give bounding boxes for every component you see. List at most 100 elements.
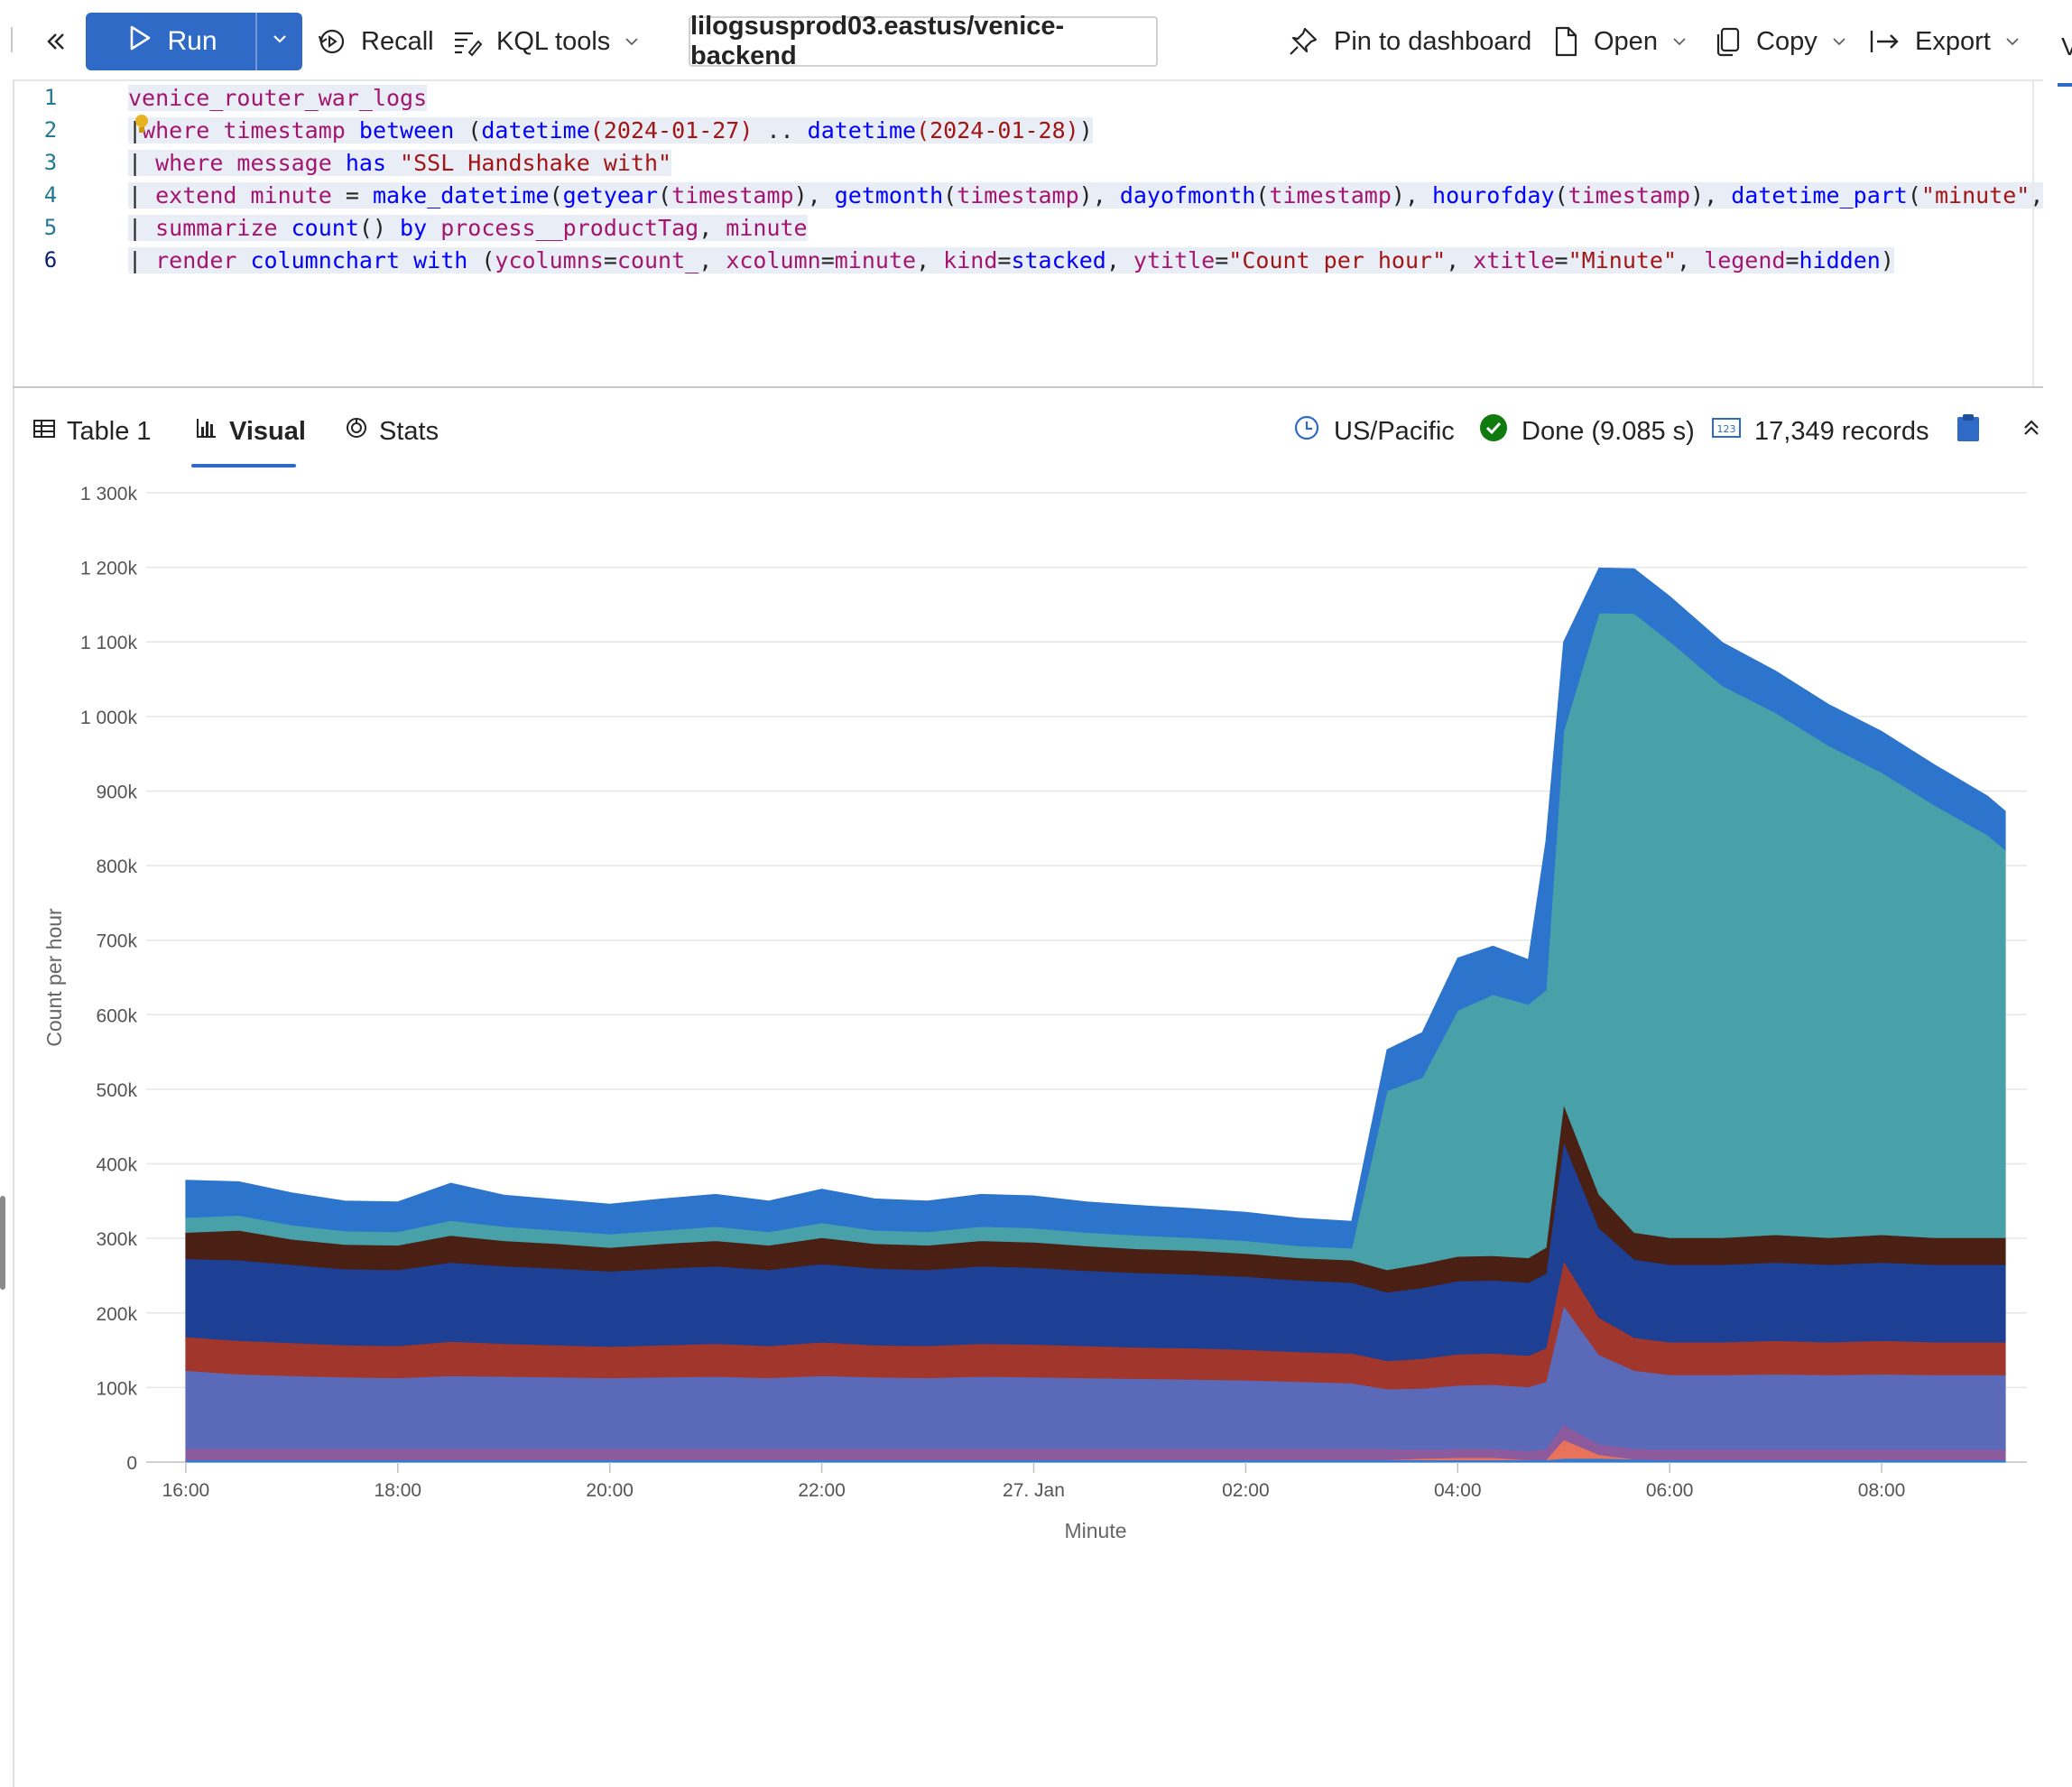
- number-123-icon: 123: [1711, 416, 1742, 447]
- kql-tools-button[interactable]: KQL tools: [451, 16, 641, 67]
- y-tick-label: 1 000k: [80, 708, 138, 728]
- y-tick-label: 1 100k: [80, 633, 138, 653]
- tab-table[interactable]: Table 1: [32, 410, 152, 453]
- pin-to-dashboard-button[interactable]: Pin to dashboard: [1287, 16, 1531, 67]
- run-label: Run: [167, 26, 217, 56]
- recall-button[interactable]: Recall: [316, 16, 434, 67]
- x-tick-label: 27. Jan: [1003, 1480, 1065, 1501]
- code-token: ),: [793, 181, 835, 208]
- collapse-results-button[interactable]: [2020, 410, 2043, 453]
- active-tab-indicator: [191, 464, 296, 468]
- timezone-selector[interactable]: US/Pacific: [1292, 410, 1455, 453]
- code-token: ,: [1446, 246, 1474, 273]
- record-count-label: 17,349 records: [1754, 416, 1929, 446]
- code-token: xcolumn: [726, 246, 821, 273]
- x-tick-label: 16:00: [162, 1480, 210, 1501]
- editor-scrollbar[interactable]: [2032, 81, 2034, 386]
- code-token: has: [345, 149, 386, 176]
- double-chevron-left-icon: [40, 25, 72, 58]
- lightbulb-icon[interactable]: [134, 114, 150, 135]
- y-tick-label: 400k: [96, 1155, 137, 1176]
- editor-line[interactable]: 4 | extend minute = make_datetime(getyear…: [14, 179, 2043, 211]
- code-token: ),: [1391, 181, 1433, 208]
- code-highlight: | where message has "SSL Handshake with": [128, 149, 672, 176]
- export-button[interactable]: Export: [1868, 16, 2021, 67]
- code-token: ,: [698, 246, 726, 273]
- export-icon: [1868, 25, 1902, 58]
- editor-line[interactable]: 5 | summarize count() by process__product…: [14, 211, 2032, 244]
- y-axis-ticks: 0 100k 200k 300k 400k 500k 600k 700k 800k 900k 1 0…: [80, 484, 138, 1474]
- line-number: 2: [43, 117, 58, 143]
- code-token: datetime_part: [1731, 181, 1908, 208]
- code-token: timestamp: [1269, 181, 1392, 208]
- left-pane-edge: [0, 27, 13, 52]
- code-token: between: [358, 116, 455, 144]
- code-token: |: [128, 181, 156, 208]
- stacked-area-chart[interactable]: 0 100k 200k 300k 400k 500k 600k 700k 800k 900k 1 0…: [14, 469, 2045, 1787]
- code-highlight: | summarize count() by process__productT…: [128, 214, 808, 241]
- bar-chart-icon: [195, 416, 218, 447]
- x-tick-label: 18:00: [375, 1480, 422, 1501]
- code-token: =: [997, 246, 1012, 273]
- copy-button[interactable]: Copy: [1713, 16, 1848, 67]
- cluster-database-selector[interactable]: lilogsusprod03.eastus/venice-backend: [689, 12, 1158, 70]
- toolbar: Run Recall KQL tools lilogsusp: [0, 0, 2072, 87]
- code-text: venice_router_war_logs: [87, 84, 428, 111]
- editor-line[interactable]: 6 | render columnchart with (ycolumns=cou…: [14, 244, 2032, 276]
- chart-series: [185, 567, 2006, 1463]
- code-token: process__productTag: [427, 214, 699, 241]
- results-scroll-handle[interactable]: [0, 1196, 5, 1290]
- editor-results-splitter[interactable]: [13, 386, 2043, 388]
- y-tick-label: 1 200k: [80, 559, 138, 579]
- y-tick-label: 800k: [96, 856, 137, 877]
- tab-visual[interactable]: Visual: [195, 410, 306, 453]
- code-token: =: [820, 246, 835, 273]
- editor-line[interactable]: 1 venice_router_war_logs: [14, 81, 2032, 114]
- copy-results-button[interactable]: [1955, 410, 1982, 453]
- line-number: 5: [43, 215, 58, 240]
- x-tick-label: 08:00: [1858, 1480, 1906, 1501]
- y-tick-label: 1 300k: [80, 484, 138, 505]
- y-tick-label: 700k: [96, 931, 137, 952]
- x-axis-ticks: 16:00 18:00 20:00 22:00 27. Jan 02:00 04:00 06:…: [162, 1462, 1906, 1501]
- code-token: hourofday: [1432, 181, 1555, 208]
- collapse-pane-button[interactable]: [40, 16, 72, 67]
- open-button[interactable]: Open: [1550, 16, 1688, 67]
- code-text: | summarize count() by process__productT…: [87, 214, 808, 241]
- series-area[interactable]: [185, 612, 2006, 1271]
- code-token: =: [1785, 246, 1799, 273]
- code-token: (2024-01-28): [916, 116, 1079, 144]
- code-token: getyear: [562, 181, 659, 208]
- code-token: with: [400, 246, 468, 273]
- line-number: 4: [43, 182, 58, 208]
- code-token: minute: [834, 246, 917, 273]
- query-editor[interactable]: 1 venice_router_war_logs 2 |where timestamp…: [13, 79, 2043, 386]
- series-area[interactable]: [185, 567, 2006, 1249]
- export-label: Export: [1915, 26, 1991, 56]
- tab-stats[interactable]: Stats: [345, 410, 439, 453]
- code-text: | extend minute = make_datetime(getyear(…: [87, 181, 2043, 208]
- y-tick-label: 500k: [96, 1080, 137, 1101]
- code-token: count: [277, 214, 359, 241]
- chevron-down-icon: [269, 26, 291, 57]
- code-token: minute: [726, 214, 808, 241]
- code-token: "Minute": [1568, 246, 1678, 273]
- run-options-dropdown[interactable]: [257, 13, 302, 70]
- code-token: (: [467, 246, 495, 273]
- code-token: venice_router_war_logs: [128, 84, 428, 111]
- code-token: by: [400, 214, 428, 241]
- code-token: where: [142, 116, 210, 144]
- y-tick-label: 300k: [96, 1229, 137, 1250]
- code-token: datetime: [807, 116, 917, 144]
- right-pane-tab[interactable]: V: [2061, 32, 2072, 60]
- kql-tools-label: KQL tools: [496, 26, 611, 56]
- code-token: ,: [698, 214, 726, 241]
- y-tick-label: 100k: [96, 1378, 137, 1399]
- code-text: |where timestamp between (datetime(2024-…: [87, 116, 1093, 144]
- run-button[interactable]: Run: [86, 13, 257, 70]
- editor-line[interactable]: 3 | where message has "SSL Handshake with…: [14, 146, 2032, 179]
- clipboard-icon: [1955, 412, 1982, 450]
- editor-line[interactable]: 2 |where timestamp between (datetime(2024…: [14, 114, 2032, 146]
- code-token: =: [1215, 246, 1229, 273]
